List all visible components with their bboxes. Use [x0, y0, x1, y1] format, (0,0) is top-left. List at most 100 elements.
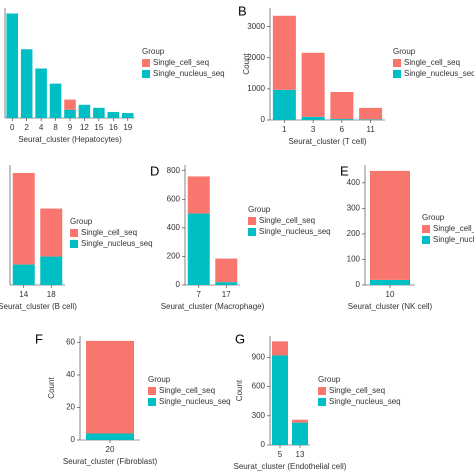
y-tick-label: 200: [347, 229, 361, 238]
x-tick-label: 16: [109, 123, 118, 132]
bar-segment: [122, 113, 134, 118]
bar-segment: [86, 340, 134, 434]
x-axis-label: Seurat_cluster (T cell): [288, 137, 366, 146]
bar-segment: [359, 107, 383, 120]
legend-title: Group: [393, 47, 416, 56]
bar-segment: [272, 89, 296, 120]
y-tick-label: 0: [356, 280, 361, 289]
legend-title: Group: [142, 47, 165, 56]
x-tick-label: 0: [10, 123, 15, 132]
y-tick-label: 0: [71, 435, 76, 444]
y-tick-label: 60: [66, 338, 75, 347]
x-tick-label: 4: [39, 123, 44, 132]
y-axis-label: Count: [242, 53, 251, 75]
x-tick-label: 19: [123, 123, 132, 132]
x-axis-label: Seurat_cluster (Fibroblast): [63, 457, 158, 466]
bar-segment: [64, 109, 76, 118]
legend-key: [422, 225, 430, 233]
y-tick-label: 1000: [247, 84, 265, 93]
panel-label: B: [238, 3, 247, 18]
legend-title: Group: [248, 205, 271, 214]
legend-label: Single_cell_seq: [433, 224, 474, 233]
bar-segment: [301, 52, 325, 117]
panel-label: E: [340, 163, 349, 178]
x-tick-label: 6: [340, 125, 345, 134]
y-tick-label: 300: [252, 411, 266, 420]
x-axis-label: Seurat_cluster (NK cell): [348, 302, 433, 311]
bar-segment: [301, 116, 325, 120]
x-tick-label: 20: [106, 445, 115, 454]
legend-label: Single_cell_seq: [81, 228, 137, 237]
panel-label: D: [150, 163, 159, 178]
legend-key: [70, 229, 78, 237]
legend-label: Single_nucleus_seq: [329, 397, 401, 406]
bar-segment: [272, 15, 296, 90]
bar-segment: [12, 173, 35, 265]
legend-title: Group: [148, 375, 171, 384]
y-tick-label: 0: [176, 280, 181, 289]
bar-segment: [187, 176, 210, 214]
bar-segment: [272, 355, 288, 445]
y-tick-label: 400: [167, 223, 181, 232]
y-tick-label: 100: [347, 255, 361, 264]
x-axis-label: Seurat_cluster (B cell): [0, 302, 77, 311]
y-axis-label: Count: [47, 377, 56, 399]
legend-title: Group: [318, 375, 341, 384]
bar-segment: [49, 83, 62, 118]
y-tick-label: 600: [167, 194, 181, 203]
x-tick-label: 11: [366, 125, 375, 134]
bar-segment: [6, 13, 18, 118]
bar-segment: [40, 256, 63, 285]
bar-segment: [86, 433, 134, 440]
y-tick-label: 400: [347, 178, 361, 187]
bar-segment: [40, 208, 63, 257]
bar-segment: [330, 119, 354, 120]
y-tick-label: 0: [261, 440, 266, 449]
legend-label: Single_nucleus_seq: [433, 235, 474, 244]
x-tick-label: 13: [296, 450, 305, 459]
legend-key: [318, 387, 326, 395]
bar-segment: [292, 422, 308, 445]
y-tick-label: 2000: [247, 53, 265, 62]
legend-title: Group: [422, 213, 445, 222]
legend-key: [142, 70, 150, 78]
y-tick-label: 900: [252, 353, 266, 362]
x-tick-label: 5: [278, 450, 283, 459]
bar-segment: [292, 419, 308, 423]
y-tick-label: 0: [261, 115, 266, 124]
panel-label: F: [35, 331, 43, 346]
legend-title: Group: [70, 217, 93, 226]
y-axis-label: Count: [235, 379, 244, 401]
x-tick-label: 2: [24, 123, 29, 132]
x-tick-label: 10: [386, 290, 395, 299]
legend-label: Single_nucleus_seq: [159, 397, 231, 406]
legend-key: [248, 217, 256, 225]
bar-segment: [64, 99, 76, 110]
legend-label: Single_cell_seq: [153, 58, 209, 67]
bar-segment: [370, 170, 410, 280]
x-axis-label: Seurat_cluster (Macrophage): [161, 302, 265, 311]
x-tick-label: 17: [222, 290, 231, 299]
y-tick-label: 200: [167, 252, 181, 261]
legend-label: Single_cell_seq: [329, 386, 385, 395]
bar-segment: [12, 264, 35, 285]
legend-key: [70, 240, 78, 248]
x-tick-label: 7: [197, 290, 202, 299]
y-tick-label: 600: [252, 382, 266, 391]
x-tick-label: 14: [19, 290, 28, 299]
legend-key: [318, 398, 326, 406]
x-tick-label: 9: [68, 123, 73, 132]
bar-segment: [330, 92, 354, 120]
legend-key: [148, 398, 156, 406]
legend-label: Single_nucleus_seq: [81, 239, 153, 248]
bar-segment: [359, 119, 383, 120]
legend-key: [393, 59, 401, 67]
legend-label: Single_nucleus_seq: [404, 69, 474, 78]
bar-segment: [370, 279, 410, 285]
bar-segment: [107, 111, 120, 118]
legend-key: [248, 228, 256, 236]
x-tick-label: 18: [47, 290, 56, 299]
y-tick-label: 40: [66, 370, 75, 379]
legend-label: Single_nucleus_seq: [259, 227, 331, 236]
